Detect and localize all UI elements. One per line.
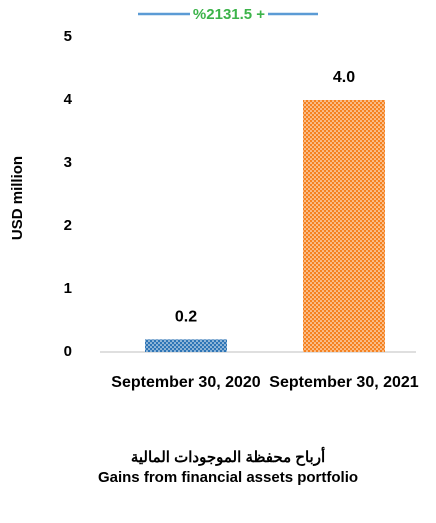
x-tick-label: September 30, 2020	[111, 374, 261, 391]
y-tick-label: 0	[64, 343, 72, 360]
data-label: 4.0	[333, 69, 355, 86]
bar	[145, 339, 227, 352]
y-tick-label: 1	[64, 280, 72, 297]
chart-subtitle: Gains from financial assets portfolio	[97, 469, 359, 486]
x-tick-label: September 30, 2021	[269, 374, 419, 391]
y-axis-label: USD million	[9, 156, 26, 240]
y-tick-label: 5	[64, 28, 72, 45]
bar	[303, 100, 385, 352]
chart-title: أرباح محفظة الموجودات المالية	[130, 449, 326, 466]
y-tick-label: 2	[64, 217, 72, 234]
data-label: 0.2	[175, 309, 197, 326]
y-tick-label: 3	[64, 154, 72, 171]
y-tick-label: 4	[64, 91, 73, 108]
annotation: %2131.5 +	[193, 6, 265, 23]
